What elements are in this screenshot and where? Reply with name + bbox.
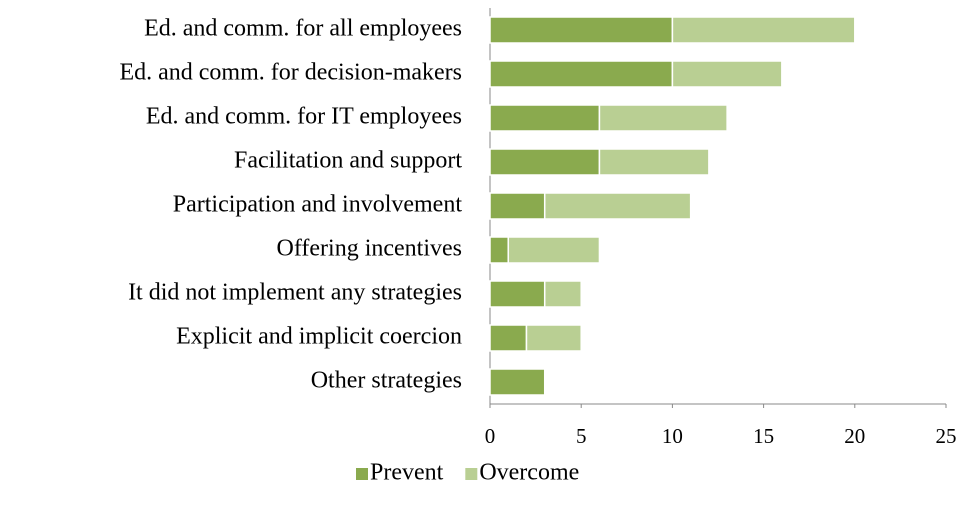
y-tick-label: Ed. and comm. for decision-makers [119,60,462,86]
bar [489,368,546,396]
bar [489,104,601,132]
bar [489,236,509,264]
bar [489,192,546,220]
x-tick-label: 0 [485,424,496,448]
bar [598,148,710,176]
x-tick-label: 25 [936,424,957,448]
y-tick-label: Explicit and implicit coercion [176,324,462,350]
bar [543,280,582,308]
x-tick-label: 15 [753,424,774,448]
bar [489,16,674,44]
bar [489,324,528,352]
y-tick-label: Ed. and comm. for IT employees [146,104,462,130]
bar [489,60,674,88]
y-tick-label: Other strategies [311,368,462,394]
bar [507,236,601,264]
bar [489,148,601,176]
x-tick-label: 5 [576,424,587,448]
y-tick-label: Ed. and comm. for all employees [144,16,462,42]
bar [598,104,728,132]
x-tick-label: 20 [844,424,865,448]
x-tick-label: 10 [662,424,683,448]
bar [525,324,582,352]
bar [489,280,546,308]
legend-label: Overcome [479,460,579,486]
legend-label: Prevent [370,460,444,486]
legend-swatch [356,468,368,480]
y-tick-label: Participation and involvement [173,192,463,218]
y-tick-label: Facilitation and support [234,148,462,174]
y-tick-label: Offering incentives [277,236,463,262]
legend-swatch [465,468,478,480]
bar [543,192,692,220]
y-tick-label: It did not implement any strategies [128,280,462,306]
bar [671,16,856,44]
bar [671,60,783,88]
